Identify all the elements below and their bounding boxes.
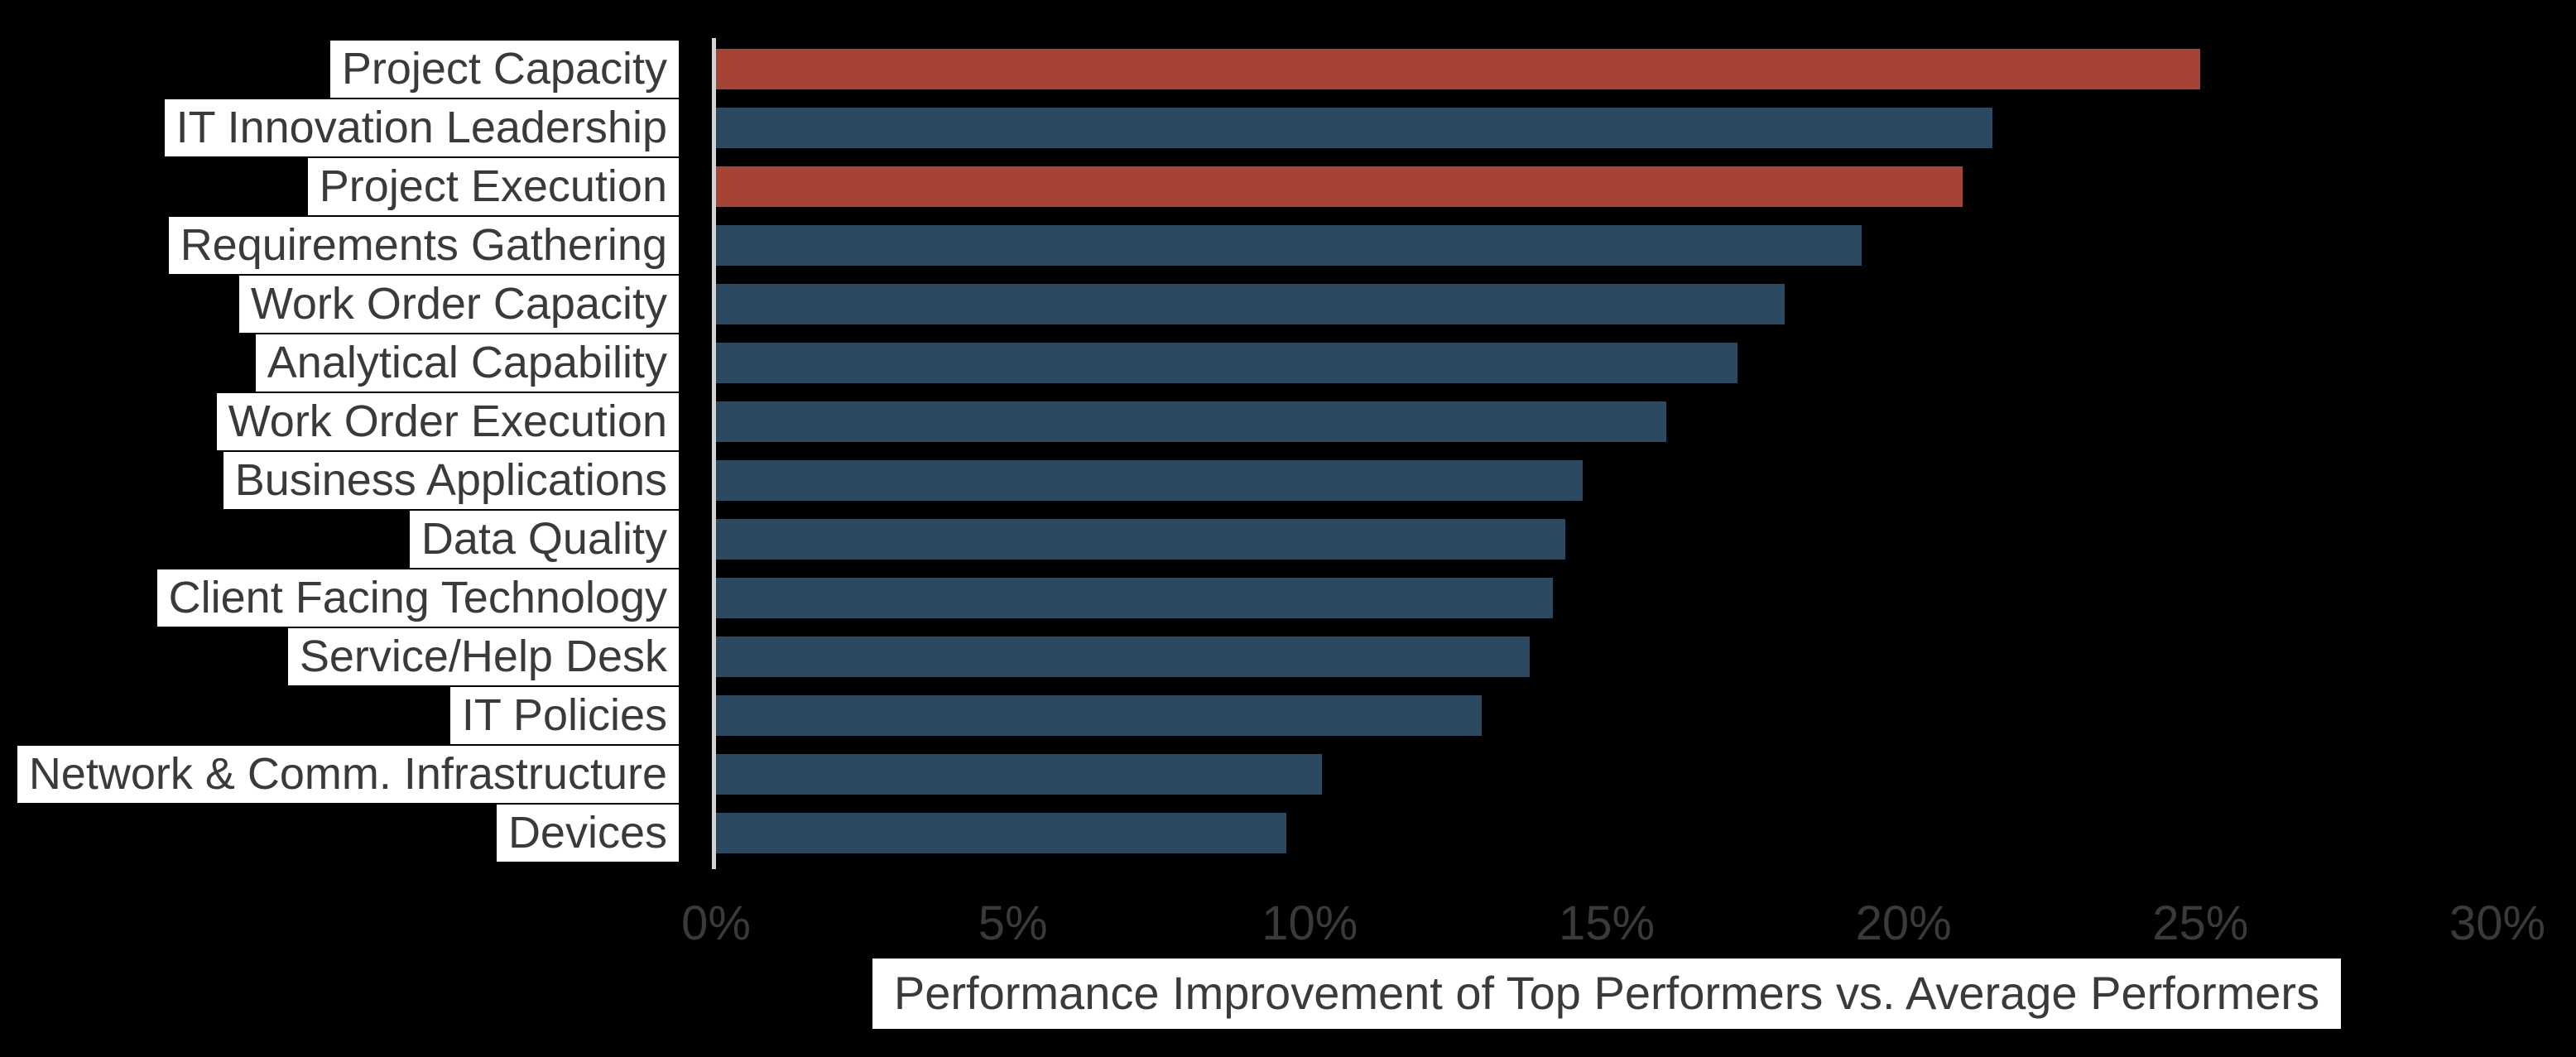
bar-row: Data Quality [0,510,2576,569]
bar [716,460,1584,501]
category-label-cell: Project Execution [0,158,716,215]
x-tick-label: 25% [2152,896,2249,950]
bar-track [716,166,2497,207]
category-label-cell: Devices [0,805,716,862]
bar [716,813,1286,853]
category-label: Devices [496,805,679,862]
bar-track [716,49,2497,89]
category-label-cell: Project Capacity [0,41,716,98]
category-label-cell: Client Facing Technology [0,569,716,627]
category-label: Project Capacity [329,41,679,98]
bar [716,343,1737,383]
bar-track [716,813,2497,853]
bar [716,401,1666,442]
category-label: Requirements Gathering [168,217,679,274]
category-label-cell: IT Innovation Leadership [0,99,716,156]
category-label: Client Facing Technology [156,569,679,627]
bar-track [716,578,2497,618]
bar-row: Project Execution [0,157,2576,216]
x-tick-label: 5% [978,896,1048,950]
x-tick-label: 15% [1558,896,1656,950]
x-tick-label: 20% [1855,896,1952,950]
category-label-cell: Work Order Capacity [0,276,716,333]
x-tick-label: 0% [681,896,751,950]
bar-row: Devices [0,804,2576,862]
x-axis: 0% 5% 10% 15% 20% 25% 30% [681,896,2545,962]
category-label: Business Applications [223,452,679,509]
bar-row: Analytical Capability [0,334,2576,392]
category-label: Project Execution [307,158,679,215]
bar [716,695,1483,736]
x-axis-title: Performance Improvement of Top Performer… [872,959,2342,1029]
category-label-cell: Service/Help Desk [0,628,716,685]
bar [716,284,1785,324]
category-label: Work Order Capacity [238,276,679,333]
bar-row: IT Policies [0,686,2576,745]
bar-row: Work Order Execution [0,392,2576,451]
x-tick-label: 30% [2449,896,2546,950]
category-label: IT Innovation Leadership [164,99,679,156]
category-label: Work Order Execution [216,393,679,450]
bar-track [716,754,2497,795]
bar [716,637,1530,677]
bar-track [716,519,2497,560]
category-label: Data Quality [409,511,679,568]
bar-track [716,108,2497,148]
bar [716,166,1963,207]
bar-row: Service/Help Desk [0,627,2576,686]
bar-track [716,401,2497,442]
bar-row: Network & Comm. Infrastructure [0,745,2576,804]
category-label: Analytical Capability [255,334,679,392]
category-label: Service/Help Desk [287,628,679,685]
category-label: IT Policies [449,687,679,744]
bar-row: Client Facing Technology [0,569,2576,627]
bar-track [716,343,2497,383]
x-tick-label: 10% [1262,896,1358,950]
bar [716,578,1554,618]
bar [716,108,1993,148]
x-axis-title-row: Performance Improvement of Top Performer… [716,959,2497,1029]
category-label-cell: Work Order Execution [0,393,716,450]
bar-row: Project Capacity [0,40,2576,98]
category-label-cell: IT Policies [0,687,716,744]
bar [716,225,1862,266]
bar-row: Requirements Gathering [0,216,2576,275]
bar-track [716,695,2497,736]
bar-track [716,637,2497,677]
category-label: Network & Comm. Infrastructure [17,746,679,803]
bar-track [716,284,2497,324]
bar-row: IT Innovation Leadership [0,98,2576,157]
bar [716,754,1322,795]
category-label-cell: Analytical Capability [0,334,716,392]
bar [716,49,2201,89]
category-label-cell: Requirements Gathering [0,217,716,274]
y-axis-line [712,38,716,869]
bar-track [716,225,2497,266]
bar-row: Work Order Capacity [0,275,2576,334]
category-label-cell: Data Quality [0,511,716,568]
bar-rows: Project Capacity IT Innovation Leadershi… [0,40,2576,862]
category-label-cell: Business Applications [0,452,716,509]
bar-row: Business Applications [0,451,2576,510]
bar-track [716,460,2497,501]
bar [716,519,1565,560]
category-label-cell: Network & Comm. Infrastructure [0,746,716,803]
